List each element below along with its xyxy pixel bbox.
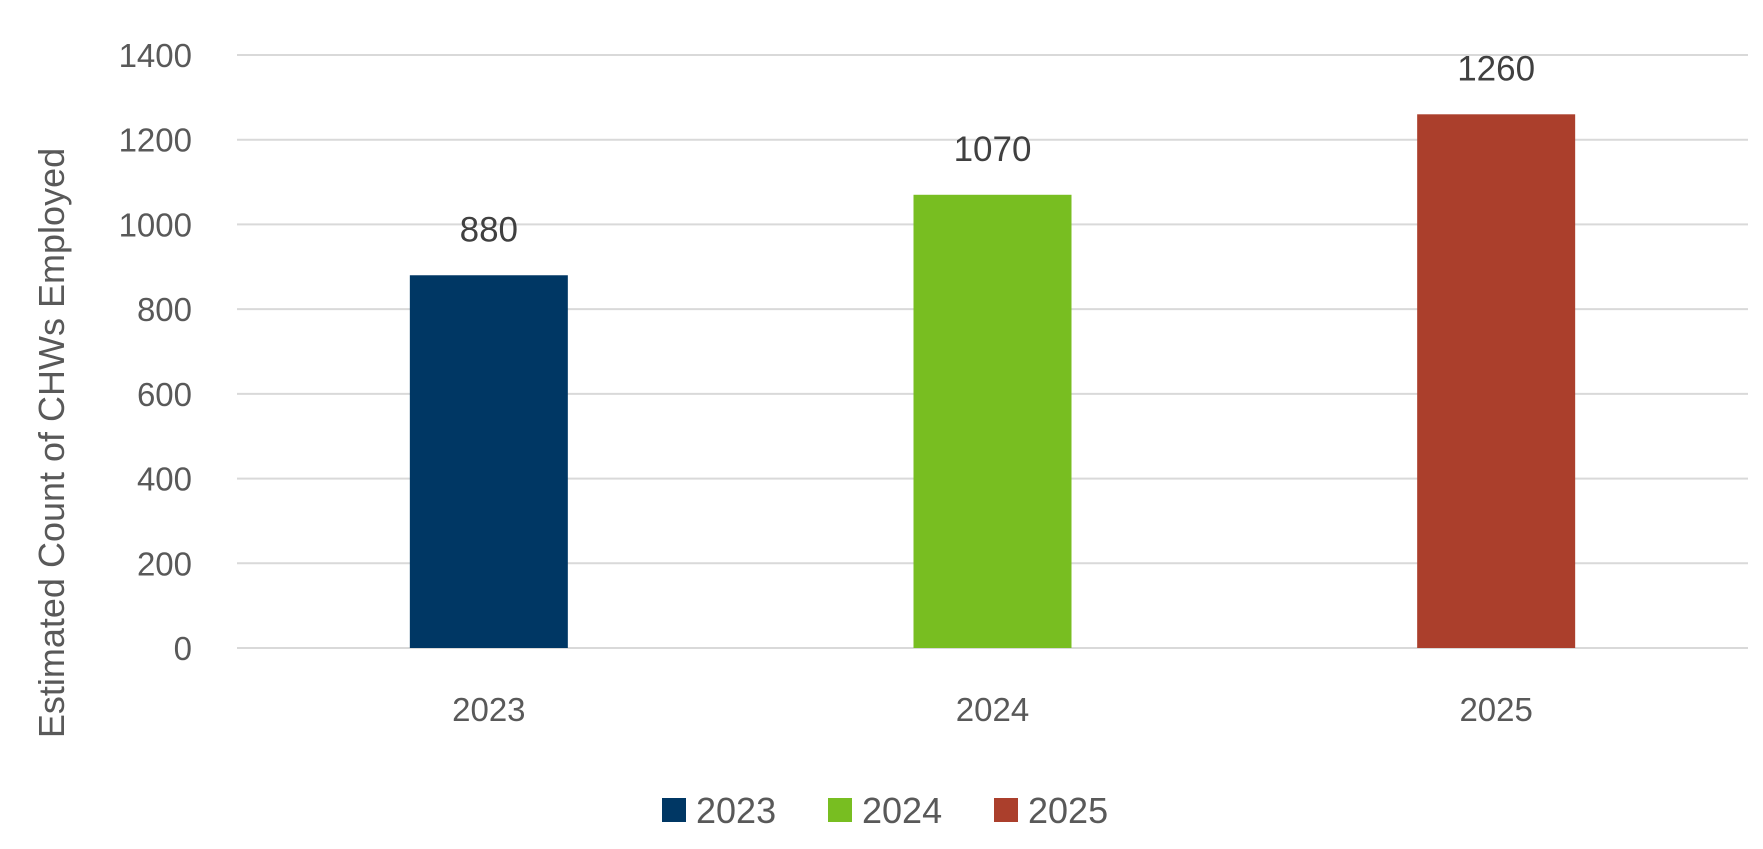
legend-swatch-2024 xyxy=(828,798,852,822)
x-tick-label: 2023 xyxy=(452,691,525,728)
y-tick-label: 800 xyxy=(137,291,192,328)
y-axis-title: Estimated Count of CHWs Employed xyxy=(31,148,72,738)
bar-2023 xyxy=(409,275,568,648)
legend-swatch-2023 xyxy=(662,798,686,822)
x-tick-label: 2024 xyxy=(956,691,1029,728)
y-tick-label: 1400 xyxy=(119,37,192,74)
legend: 2023 2024 2025 xyxy=(662,790,1108,831)
legend-entry-label: 2024 xyxy=(862,790,942,831)
data-labels: 880 1070 1260 xyxy=(460,49,1535,249)
y-tick-label: 0 xyxy=(174,630,192,667)
data-label-2024: 1070 xyxy=(954,130,1032,169)
y-tick-label: 600 xyxy=(137,376,192,413)
bar-2024 xyxy=(913,194,1072,648)
y-tick-label: 200 xyxy=(137,545,192,582)
data-label-2023: 880 xyxy=(460,210,518,249)
y-tick-label: 400 xyxy=(137,461,192,498)
x-axis-tick-labels: 2023 2024 2025 xyxy=(452,691,1533,728)
y-tick-label: 1200 xyxy=(119,122,192,159)
bars xyxy=(409,114,1576,649)
legend-entry-label: 2025 xyxy=(1028,790,1108,831)
y-tick-label: 1000 xyxy=(119,206,192,243)
data-label-2025: 1260 xyxy=(1457,49,1535,88)
legend-entry-label: 2023 xyxy=(696,790,776,831)
y-axis-tick-labels: 0 200 400 600 800 1000 1200 1400 xyxy=(119,37,192,667)
bar-2025 xyxy=(1417,114,1576,649)
x-tick-label: 2025 xyxy=(1459,691,1532,728)
legend-swatch-2025 xyxy=(994,798,1018,822)
